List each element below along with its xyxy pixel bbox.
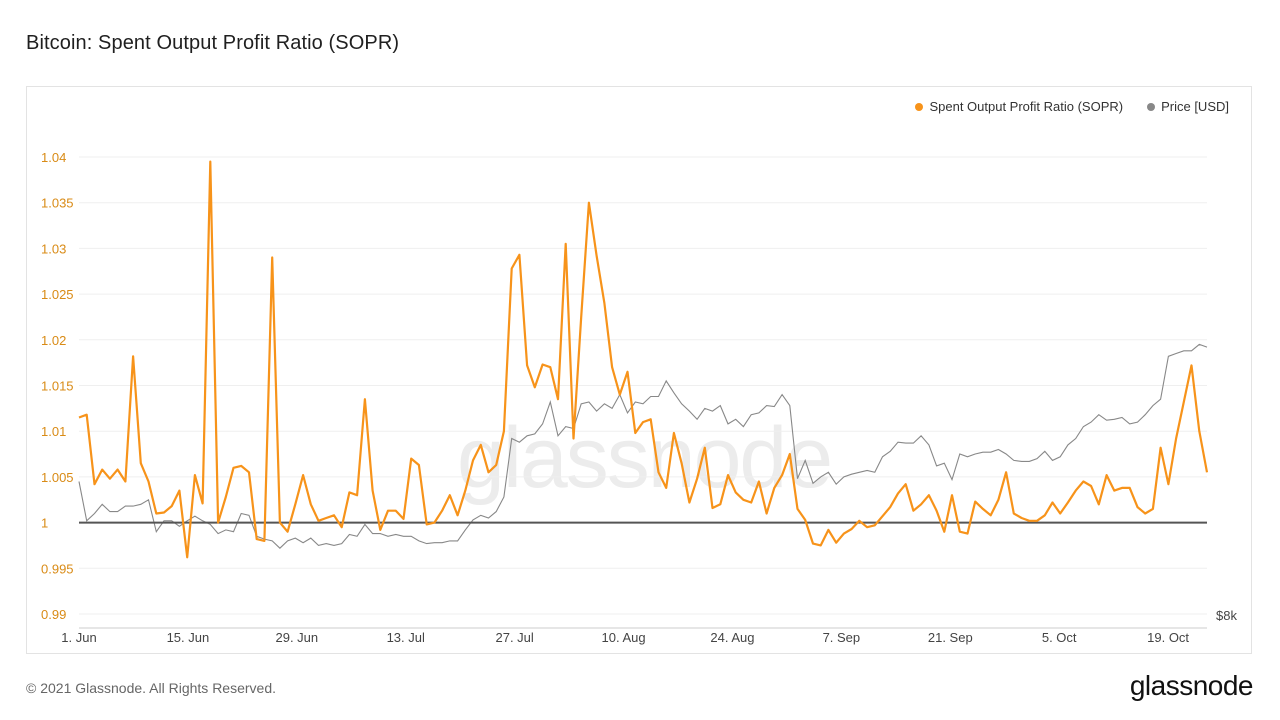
x-tick-label: 29. Jun bbox=[275, 630, 318, 645]
y-tick-label: 1 bbox=[41, 516, 48, 531]
x-tick-label: 27. Jul bbox=[495, 630, 533, 645]
legend-item-sopr[interactable]: Spent Output Profit Ratio (SOPR) bbox=[915, 99, 1123, 114]
x-tick-label: 15. Jun bbox=[167, 630, 210, 645]
chart-title: Bitcoin: Spent Output Profit Ratio (SOPR… bbox=[26, 32, 400, 54]
y-tick-label: 0.995 bbox=[41, 561, 74, 576]
x-tick-label: 13. Jul bbox=[387, 630, 425, 645]
price-legend-dot-icon bbox=[1147, 102, 1156, 111]
brand-logo: glassnode bbox=[1129, 670, 1254, 701]
right-axis-label: $8k bbox=[1216, 608, 1237, 623]
price-series-line bbox=[78, 343, 1208, 549]
copyright-text: © 2021 Glassnode. All Rights Reserved. bbox=[26, 680, 277, 696]
y-tick-label: 1.005 bbox=[41, 470, 74, 485]
x-tick-label: 19. Oct bbox=[1147, 630, 1189, 645]
x-tick-label: 7. Sep bbox=[823, 630, 861, 645]
y-tick-label: 1.015 bbox=[41, 379, 74, 394]
x-tick-label: 1. Jun bbox=[61, 630, 96, 645]
x-tick-label: 21. Sep bbox=[928, 630, 973, 645]
y-tick-label: 0.99 bbox=[41, 607, 66, 622]
legend-label-sopr: Spent Output Profit Ratio (SOPR) bbox=[929, 99, 1124, 114]
x-tick-label: 5. Oct bbox=[1042, 630, 1077, 645]
legend-item-price[interactable]: Price [USD] bbox=[1147, 99, 1229, 114]
legend: Spent Output Profit Ratio (SOPR) Price [… bbox=[915, 99, 1229, 114]
y-tick-label: 1.04 bbox=[41, 150, 66, 165]
y-tick-label: 1.025 bbox=[41, 287, 74, 302]
chart-panel: glassnode 0.99 0.995 1 1.005 1.01 1.015 1.02 1.… bbox=[26, 86, 1252, 654]
legend-label-price: Price [USD] bbox=[1161, 99, 1229, 114]
y-tick-label: 1.03 bbox=[41, 241, 66, 256]
chart-plot: 0.99 0.995 1 1.005 1.01 1.015 1.02 1.025 1.03 1.0… bbox=[41, 150, 1237, 645]
x-tick-label: 24. Aug bbox=[710, 630, 754, 645]
sopr-legend-dot-icon bbox=[915, 102, 924, 111]
y-tick-label: 1.02 bbox=[41, 333, 66, 348]
y-tick-label: 1.01 bbox=[41, 424, 66, 439]
x-tick-label: 10. Aug bbox=[601, 630, 645, 645]
sopr-series-line bbox=[78, 160, 1209, 559]
y-tick-label: 1.035 bbox=[41, 196, 74, 211]
